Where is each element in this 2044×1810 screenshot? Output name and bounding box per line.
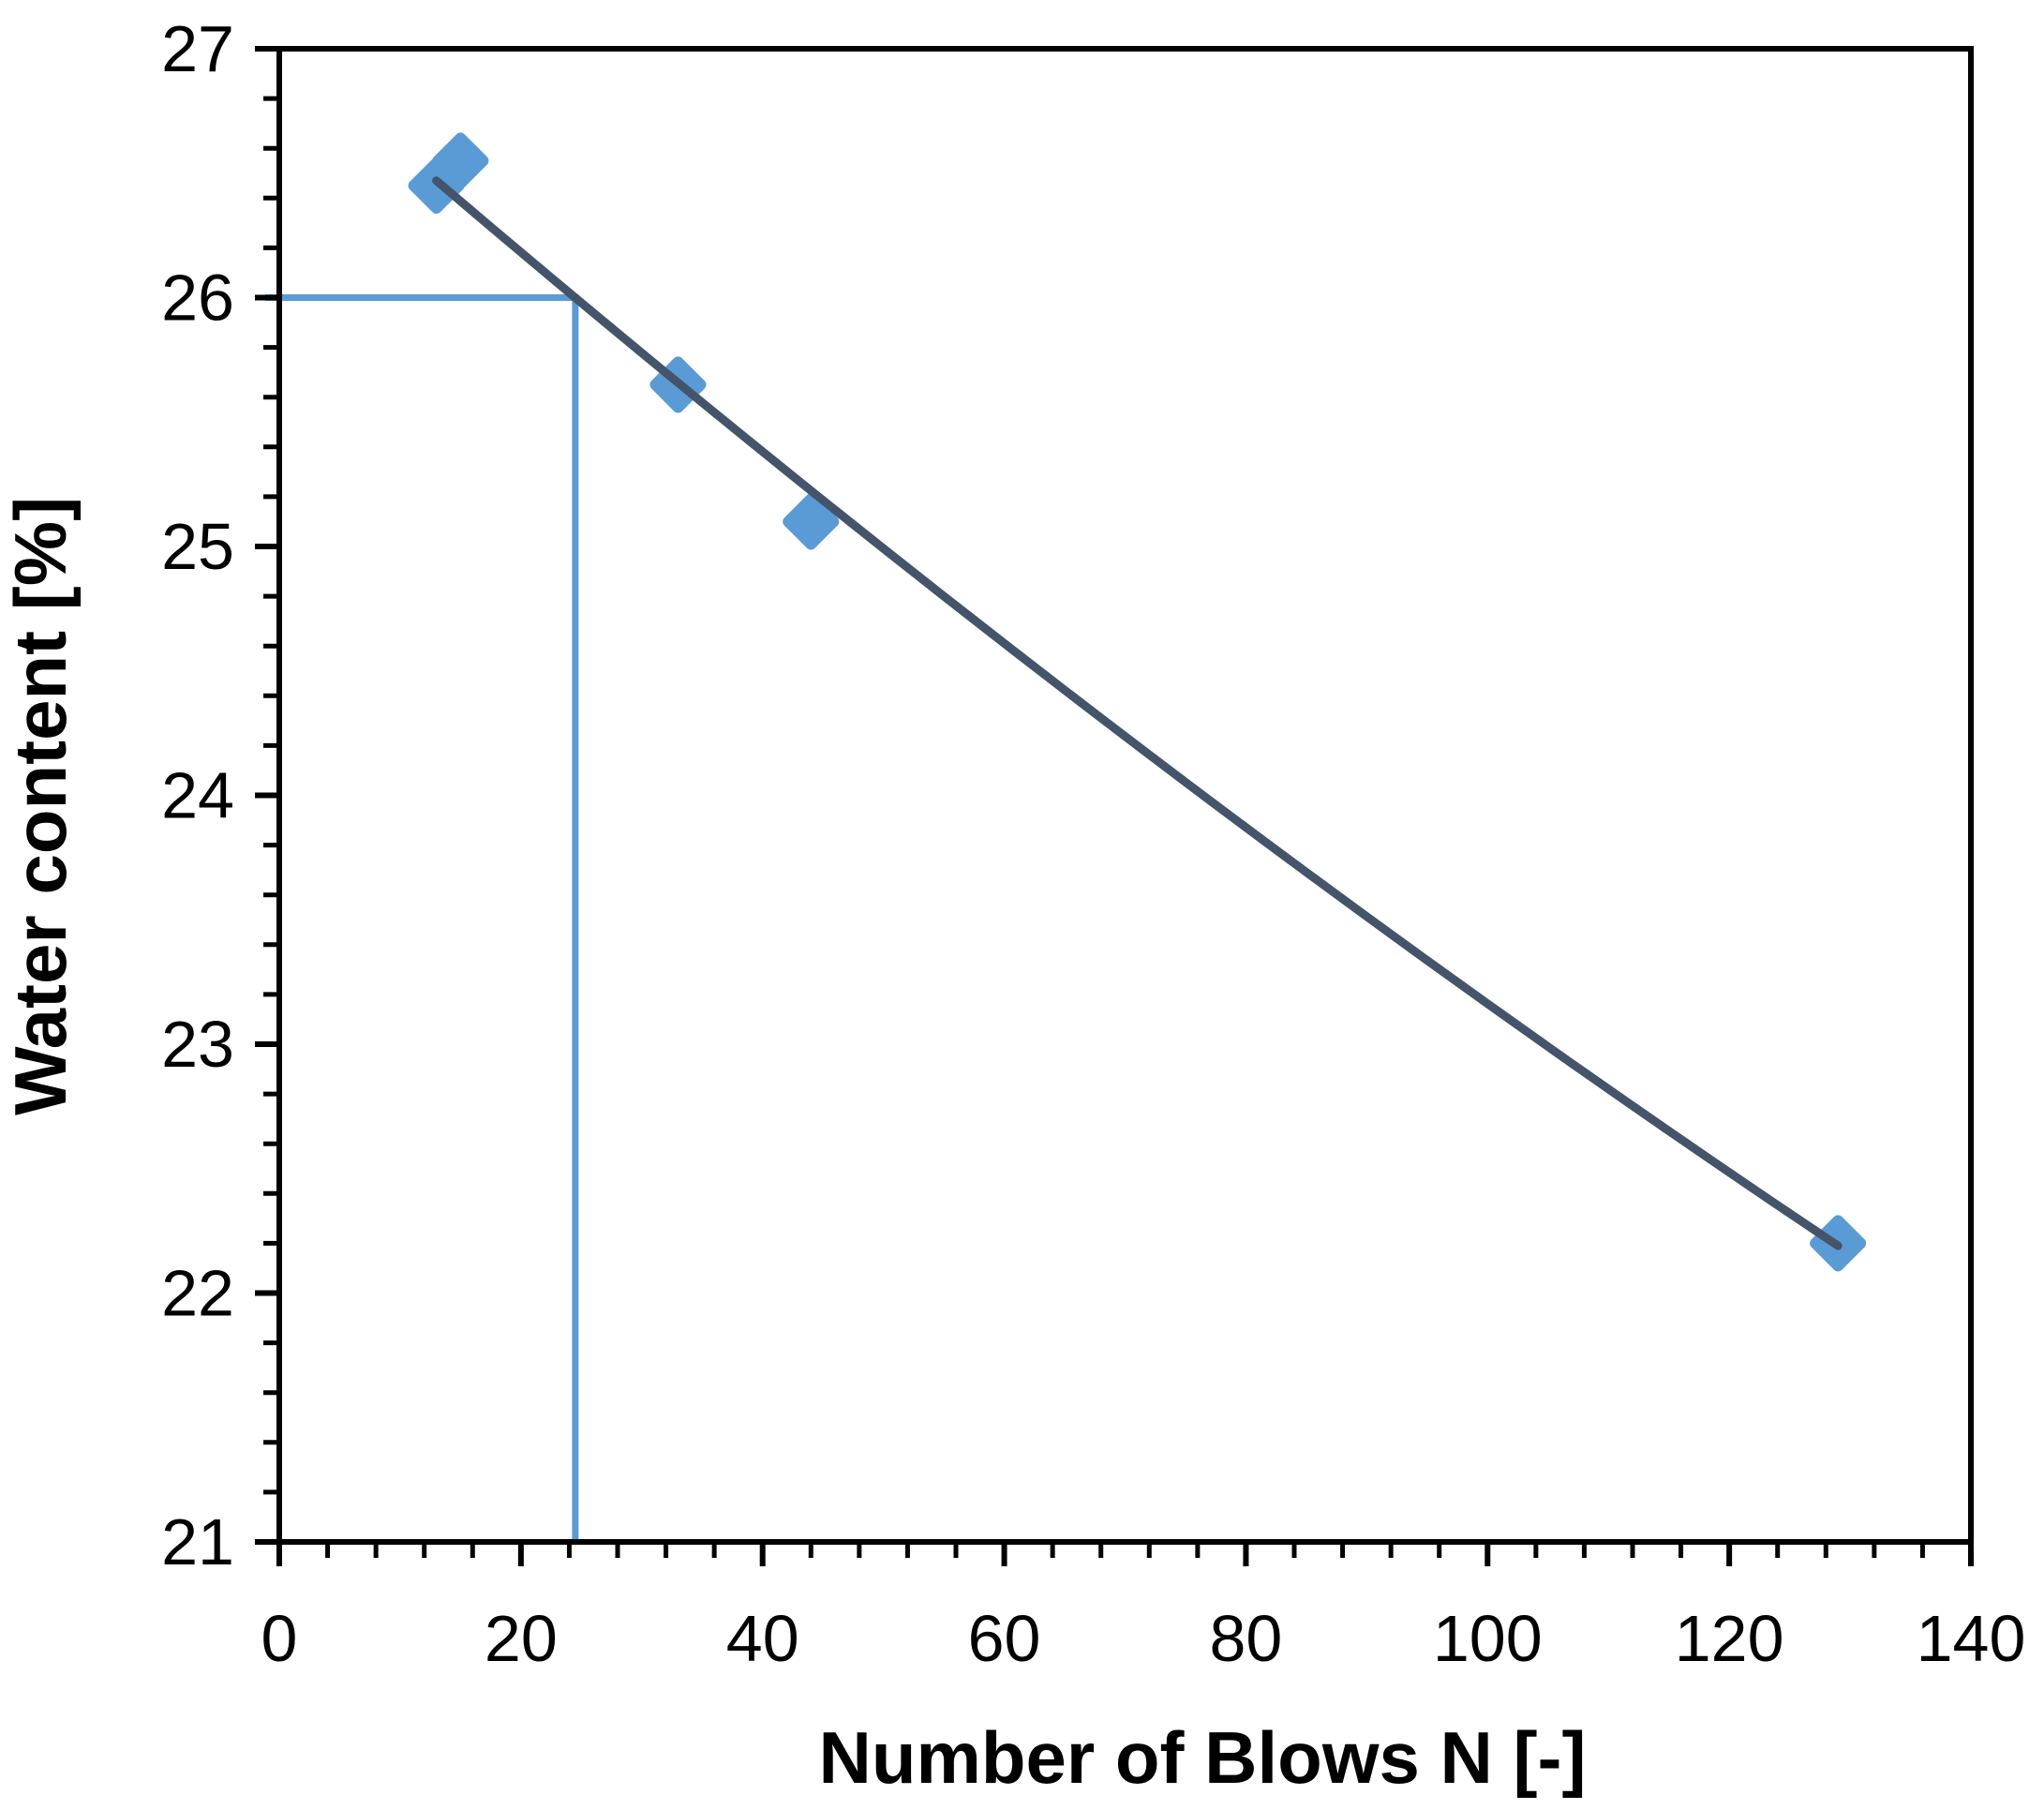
y-axis-title: Water content [%] — [0, 497, 82, 1115]
x-axis-title: Number of Blows N [-] — [819, 1716, 1587, 1799]
plot-generated-layer: 0 20 40 60 80 100 120 140 21 22 23 24 25 26 27 — [161, 12, 2025, 1675]
trend-line — [432, 176, 1843, 1250]
data-point-marker — [783, 493, 840, 550]
x-tick-label: 20 — [485, 1602, 558, 1675]
y-tick-label: 24 — [161, 758, 234, 831]
x-tick-label: 80 — [1209, 1602, 1282, 1675]
x-tick-label: 120 — [1675, 1602, 1784, 1675]
x-tick-label: 100 — [1433, 1602, 1543, 1675]
plot-border — [276, 46, 1974, 1545]
x-tick-label: 0 — [261, 1602, 298, 1675]
x-tick-label: 140 — [1917, 1602, 2026, 1675]
y-tick-label: 23 — [161, 1008, 234, 1081]
x-tick-label: 40 — [726, 1602, 799, 1675]
y-tick-label: 21 — [161, 1505, 234, 1578]
data-point-marker — [432, 132, 489, 189]
reference-lines — [265, 294, 579, 1542]
y-tick-label: 25 — [161, 510, 234, 583]
x-tick-label: 60 — [968, 1602, 1041, 1675]
y-tick-label: 22 — [161, 1256, 234, 1329]
y-tick-label: 27 — [161, 12, 234, 85]
y-tick-label: 26 — [161, 261, 234, 334]
